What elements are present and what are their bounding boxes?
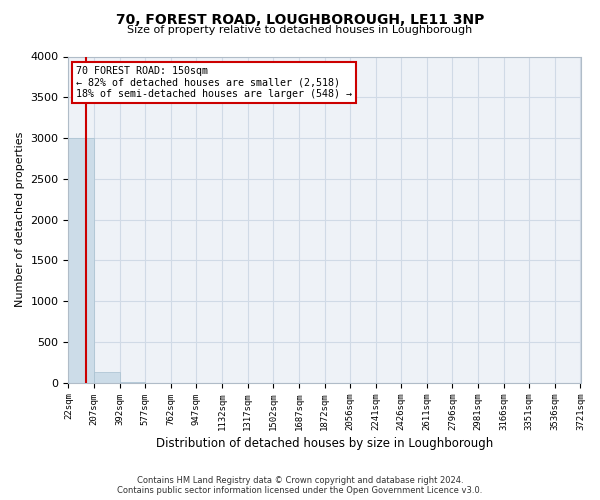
- Bar: [94, 372, 119, 382]
- Bar: [68, 138, 94, 382]
- Text: Contains HM Land Registry data © Crown copyright and database right 2024.
Contai: Contains HM Land Registry data © Crown c…: [118, 476, 482, 495]
- Text: 70, FOREST ROAD, LOUGHBOROUGH, LE11 3NP: 70, FOREST ROAD, LOUGHBOROUGH, LE11 3NP: [116, 12, 484, 26]
- Y-axis label: Number of detached properties: Number of detached properties: [15, 132, 25, 308]
- X-axis label: Distribution of detached houses by size in Loughborough: Distribution of detached houses by size …: [156, 437, 493, 450]
- Text: Size of property relative to detached houses in Loughborough: Size of property relative to detached ho…: [127, 25, 473, 35]
- Text: 70 FOREST ROAD: 150sqm
← 82% of detached houses are smaller (2,518)
18% of semi-: 70 FOREST ROAD: 150sqm ← 82% of detached…: [76, 66, 352, 100]
